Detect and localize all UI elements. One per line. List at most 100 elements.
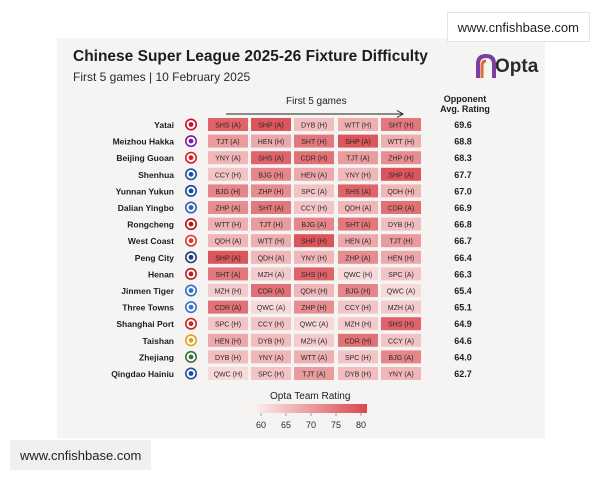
fixture-cell (381, 151, 421, 165)
fixture-label: WTT (A) (301, 355, 327, 362)
fixture-cell (208, 350, 248, 364)
fixture-cell (208, 267, 248, 281)
avg-rating-value: 64.0 (454, 352, 472, 362)
fixture-cell (208, 151, 248, 165)
team-name: Henan (148, 269, 174, 279)
fixture-label: SHS (A) (258, 156, 284, 163)
fixture-cell (338, 217, 378, 231)
fixture-label: SHT (H) (301, 139, 327, 146)
fixture-cell (294, 201, 334, 214)
fixture-cell (208, 184, 248, 198)
fixture-cell (294, 300, 334, 314)
fixture-cell (381, 300, 421, 314)
avg-rating-value: 64.9 (454, 319, 472, 329)
fixture-label: CCY (H) (215, 172, 241, 179)
team-name: Zhejiang (139, 352, 174, 362)
team-name: Qingdao Hainiu (111, 369, 174, 379)
fixture-cell (381, 167, 421, 181)
fixture-cell (208, 118, 248, 131)
team-name: Three Towns (122, 303, 174, 313)
fixture-cell (251, 267, 291, 281)
fixture-label: CCY (H) (258, 322, 284, 329)
fixture-label: ZHP (H) (258, 189, 284, 196)
games-header: First 5 games (286, 96, 347, 107)
club-badge-icon (188, 238, 194, 244)
club-badge-icon (188, 371, 194, 376)
fixture-cell (294, 333, 334, 347)
fixture-label: MZH (A) (388, 305, 414, 312)
fixture-cell (294, 250, 334, 264)
fixture-cell (381, 234, 421, 248)
team-name: Peng City (135, 253, 174, 263)
avg-rating-value: 68.8 (454, 137, 472, 147)
fixture-cell (251, 167, 291, 181)
fixture-label: SHS (H) (388, 322, 414, 329)
fixture-cell (338, 300, 378, 314)
fixture-cell (251, 151, 291, 165)
opponent-header-line2: Avg. Rating (440, 104, 490, 114)
fixture-cell (381, 333, 421, 347)
fixture-label: CCY (H) (301, 206, 327, 213)
fixture-label: QWC (A) (300, 322, 328, 329)
team-name: Dalian Yingbo (118, 203, 174, 213)
fixture-cell (208, 300, 248, 314)
avg-rating-value: 67.0 (454, 186, 472, 196)
fixture-label: YNY (A) (215, 156, 241, 163)
fixture-label: SHS (A) (345, 189, 371, 196)
fixture-label: CDR (H) (301, 156, 328, 163)
fixture-label: TJT (A) (302, 372, 325, 379)
fixture-label: SHP (A) (258, 123, 284, 130)
fixture-cell (251, 234, 291, 248)
fixture-label: WTT (H) (215, 222, 242, 229)
avg-rating-value: 67.7 (454, 170, 472, 180)
fixture-cell (294, 317, 334, 331)
fixture-cell (251, 217, 291, 231)
fixture-cell (338, 167, 378, 181)
fixture-cell (294, 234, 334, 248)
fixture-label: CDR (A) (258, 289, 284, 296)
fixture-label: SPC (H) (258, 372, 284, 379)
fixture-cell (338, 284, 378, 297)
fixture-cell (381, 118, 421, 131)
fixture-cell (381, 284, 421, 297)
fixture-cell (294, 184, 334, 198)
fixture-cell (381, 350, 421, 364)
brand-name: Opta (495, 56, 539, 77)
fixture-label: QDH (H) (300, 289, 327, 296)
club-badge-icon (188, 155, 194, 161)
fixture-label: QDH (A) (215, 239, 242, 246)
fixture-cell (251, 201, 291, 214)
fixture-label: ZHP (H) (301, 305, 327, 312)
fixture-cell (208, 134, 248, 148)
fixture-cell (338, 118, 378, 131)
fixture-label: HEN (A) (301, 172, 327, 179)
fixture-cell (381, 201, 421, 214)
chart-title: Chinese Super League 2025-26 Fixture Dif… (73, 48, 428, 65)
fixture-cell (381, 267, 421, 281)
fixture-cell (338, 184, 378, 198)
fixture-cell (294, 118, 334, 131)
fixture-label: CCY (H) (345, 305, 371, 312)
avg-rating-value: 66.9 (454, 203, 472, 213)
fixture-cell (208, 217, 248, 231)
fixture-cell (381, 317, 421, 331)
fixture-cell (208, 201, 248, 214)
club-badge-icon (188, 321, 194, 327)
fixture-label: TJT (A) (346, 156, 369, 163)
fixture-label: QDH (H) (387, 189, 414, 196)
fixture-label: SHT (A) (345, 222, 370, 229)
fixture-label: SHT (A) (215, 272, 240, 279)
team-name: Shanghai Port (116, 319, 174, 329)
chart-subtitle: First 5 games | 10 February 2025 (73, 70, 251, 84)
fixture-label: TJT (H) (259, 222, 283, 229)
fixture-label: WTT (H) (258, 239, 285, 246)
fixture-cell (294, 167, 334, 181)
fixture-cell (208, 317, 248, 331)
avg-rating-value: 65.1 (454, 303, 472, 313)
fixture-cell (251, 250, 291, 264)
club-badge-icon (188, 221, 194, 227)
fixture-cell (338, 317, 378, 331)
fixture-label: QWC (H) (344, 272, 373, 279)
fixture-label: SHS (H) (301, 272, 327, 279)
fixture-label: CDR (A) (388, 206, 414, 213)
